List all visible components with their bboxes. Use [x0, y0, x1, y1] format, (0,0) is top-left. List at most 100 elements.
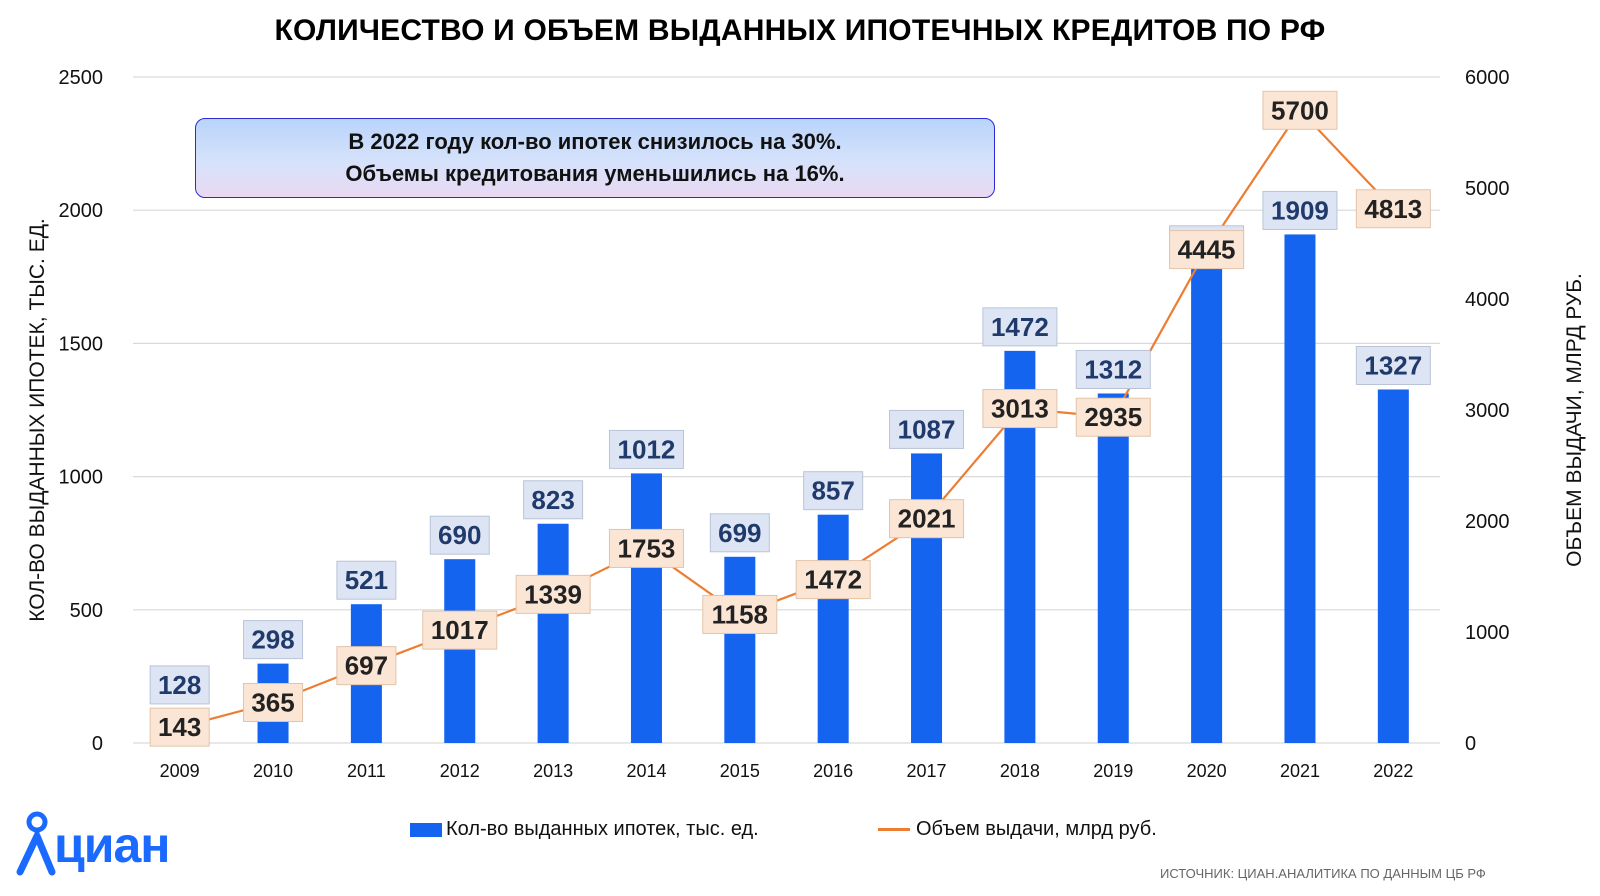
bar-2013	[537, 523, 569, 743]
bar-data-label: 1087	[898, 414, 956, 444]
annotation-line-1: В 2022 году кол-во ипотек снизилось на 3…	[348, 129, 842, 154]
bar-data-label: 1472	[991, 312, 1049, 342]
bar-2019	[1097, 393, 1129, 743]
line-data-label-bg	[1262, 90, 1338, 130]
line-data-label: 4813	[1364, 194, 1422, 224]
y-right-tick-label: 3000	[1465, 400, 1510, 422]
location-pin-icon	[16, 811, 56, 876]
line-data-label: 1339	[524, 579, 582, 609]
bar-data-label-bg	[336, 560, 397, 600]
bar-data-label: 521	[345, 565, 388, 595]
bar-data-label-bg	[803, 471, 864, 511]
line-data-label-bg	[422, 610, 498, 650]
x-tick-label: 2020	[1187, 761, 1227, 781]
line-data-label-bg	[1169, 230, 1245, 270]
line-data-label-bg	[515, 574, 591, 614]
bar-2014	[630, 473, 662, 743]
line-data-label: 365	[251, 687, 294, 717]
line-data-label: 2935	[1084, 402, 1142, 432]
y-right-tick-label: 4000	[1465, 289, 1510, 311]
y-left-tick-label: 1000	[59, 467, 104, 489]
y-left-tick-label: 2000	[59, 200, 104, 222]
bar-data-label-bg	[1355, 345, 1431, 385]
x-tick-label: 2013	[533, 761, 573, 781]
y-axis-left-title: КОЛ-ВО ВЫДАННЫХ ИПОТЕК, ТЫС. ЕД.	[26, 218, 49, 622]
bar-2015	[724, 556, 756, 743]
chart-title: КОЛИЧЕСТВО И ОБЪЕМ ВЫДАННЫХ ИПОТЕЧНЫХ КР…	[274, 14, 1326, 47]
bar-data-label-bg	[1262, 190, 1338, 230]
bar-data-label-bg	[149, 665, 210, 705]
bar-2017	[911, 453, 943, 743]
line-data-label-bg	[336, 646, 397, 686]
bar-data-label-bg	[243, 620, 304, 660]
y-right-tick-label: 5000	[1465, 178, 1510, 200]
bar-2012	[444, 559, 476, 743]
x-tick-label: 2014	[626, 761, 666, 781]
bar-data-label: 128	[158, 670, 201, 700]
bar-data-label-bg	[982, 307, 1058, 347]
line-data-label-bg	[1075, 397, 1151, 437]
bar-data-label-bg	[709, 513, 770, 553]
bar-data-label: 823	[531, 485, 574, 515]
cian-logo: циан	[12, 810, 170, 880]
line-data-label-bg	[1355, 189, 1431, 229]
legend-swatch-bar	[410, 822, 442, 837]
line-data-label: 697	[345, 651, 388, 681]
line-data-label: 1753	[618, 533, 676, 563]
bar-2022	[1377, 389, 1409, 743]
x-tick-label: 2021	[1280, 761, 1320, 781]
bar-data-label-bg	[889, 409, 965, 449]
x-tick-label: 2012	[440, 761, 480, 781]
line-data-label-bg	[243, 682, 304, 722]
y-right-tick-label: 2000	[1465, 511, 1510, 533]
line-data-label: 143	[158, 712, 201, 742]
line-data-label-bg	[608, 528, 684, 568]
bar-data-label: 699	[718, 518, 761, 548]
y-right-tick-label: 0	[1465, 733, 1476, 755]
legend-item-volume: Объем выдачи, млрд руб.	[878, 818, 1157, 841]
logo-text: циан	[54, 817, 170, 873]
bar-data-label: 1327	[1364, 350, 1422, 380]
x-tick-label: 2018	[1000, 761, 1040, 781]
bar-data-label: 298	[251, 625, 294, 655]
legend-swatch-line	[878, 828, 910, 831]
legend-label-volume: Объем выдачи, млрд руб.	[916, 818, 1157, 840]
x-tick-label: 2016	[813, 761, 853, 781]
line-data-label: 1017	[431, 615, 489, 645]
source-note: ИСТОЧНИК: ЦИАН.АНАЛИТИКА ПО ДАННЫМ ЦБ РФ	[1160, 866, 1486, 881]
bar-data-label: 1312	[1084, 354, 1142, 384]
line-data-label: 1158	[712, 599, 768, 629]
line-data-label-bg	[702, 594, 778, 634]
bar-data-label-bg	[608, 429, 684, 469]
bar-2021	[1284, 234, 1316, 744]
annotation-line-2: Объемы кредитования уменьшились на 16%.	[345, 161, 845, 186]
x-tick-label: 2017	[907, 761, 947, 781]
x-tick-label: 2009	[160, 761, 200, 781]
line-data-label: 1472	[804, 565, 862, 595]
line-data-label: 5700	[1271, 95, 1329, 125]
y-left-tick-label: 1500	[59, 333, 104, 355]
x-tick-label: 2015	[720, 761, 760, 781]
bar-data-label: 1012	[618, 434, 676, 464]
line-data-label: 4445	[1178, 235, 1236, 265]
bar-data-label: 857	[811, 476, 854, 506]
line-data-label: 3013	[991, 394, 1049, 424]
y-left-tick-label: 0	[92, 733, 103, 755]
y-left-tick-label: 2500	[59, 67, 104, 89]
x-tick-label: 2022	[1373, 761, 1413, 781]
y-left-tick-label: 500	[70, 600, 103, 622]
x-tick-label: 2011	[347, 761, 386, 781]
legend-label-count: Кол-во выданных ипотек, тыс. ед.	[446, 818, 759, 840]
bar-data-label-bg	[429, 515, 490, 555]
line-data-label: 2021	[898, 504, 956, 534]
bar-data-label-bg	[523, 480, 584, 520]
bar-data-label: 690	[438, 520, 481, 550]
bar-data-label-bg	[1075, 349, 1151, 389]
y-right-tick-label: 1000	[1465, 622, 1510, 644]
y-axis-right-title: ОБЪЕМ ВЫДАЧИ, МЛРД РУБ.	[1563, 273, 1586, 567]
annotation-box: В 2022 году кол-во ипотек снизилось на 3…	[195, 118, 995, 198]
legend: Кол-во выданных ипотек, тыс. ед. Объем в…	[0, 818, 1600, 848]
x-tick-label: 2010	[253, 761, 293, 781]
line-data-label-bg	[795, 560, 871, 600]
